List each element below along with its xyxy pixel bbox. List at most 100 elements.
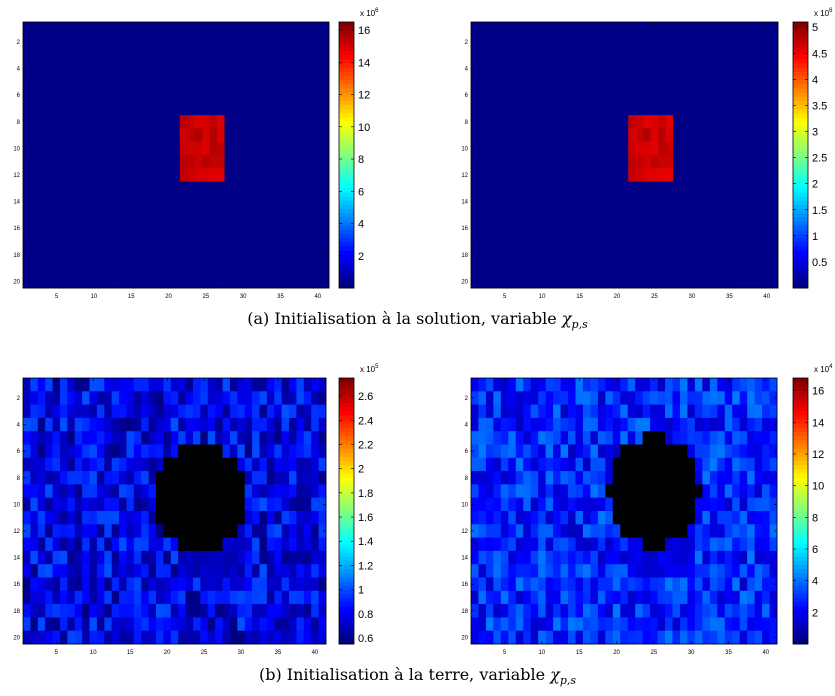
- colorbar-segment: [339, 30, 354, 35]
- heatmap-cell: [67, 35, 76, 49]
- heatmap-cell: [231, 194, 240, 209]
- heatmap-cell: [724, 604, 733, 618]
- heatmap-cell: [178, 404, 186, 419]
- heatmap-cell: [229, 497, 238, 512]
- heatmap-cell: [172, 115, 181, 129]
- heatmap-cell: [37, 471, 46, 485]
- heatmap-cell: [157, 48, 166, 63]
- heatmap-cell: [170, 590, 179, 605]
- heatmap-cell: [217, 141, 225, 156]
- heatmap-cell: [119, 404, 127, 419]
- heatmap-cell: [133, 497, 142, 512]
- heatmap-cell: [252, 457, 260, 472]
- colorbar-segment: [793, 196, 808, 202]
- heatmap-cell: [657, 391, 666, 405]
- heatmap-cell: [60, 128, 69, 143]
- heatmap-cell: [650, 248, 659, 262]
- x-tick-label: 5: [55, 294, 59, 300]
- heatmap-cell: [635, 577, 644, 592]
- heatmap-cell: [500, 168, 509, 182]
- heatmap-cell: [314, 208, 322, 222]
- heatmap-cell: [23, 128, 31, 143]
- colorbar-segment: [793, 469, 808, 475]
- heatmap-cell: [276, 22, 285, 36]
- heatmap-cell: [67, 248, 76, 262]
- heatmap-cell: [60, 168, 69, 182]
- heatmap-cell: [239, 75, 248, 89]
- heatmap-cell: [665, 221, 674, 236]
- heatmap-cell: [575, 484, 584, 499]
- heatmap-cell: [687, 457, 696, 472]
- heatmap-cell: [643, 128, 652, 143]
- heatmap-cell: [515, 248, 524, 262]
- heatmap-cell: [284, 181, 293, 196]
- heatmap-cell: [694, 391, 703, 405]
- heatmap-cell: [289, 431, 297, 445]
- heatmap-cell: [179, 168, 188, 182]
- heatmap-cell: [30, 128, 39, 143]
- heatmap-cell: [97, 115, 106, 129]
- heatmap-cell: [680, 155, 689, 169]
- heatmap-cell: [259, 404, 268, 419]
- heatmap-cell: [694, 378, 703, 392]
- heatmap-cell: [471, 511, 479, 525]
- heatmap-cell: [679, 404, 688, 419]
- heatmap-cell: [598, 101, 607, 116]
- heatmap-cell: [471, 617, 479, 632]
- heatmap-cell: [538, 471, 547, 485]
- heatmap-cell: [90, 221, 99, 236]
- heatmap-cell: [37, 128, 46, 143]
- heatmap-cell: [164, 75, 173, 89]
- heatmap-cell: [485, 115, 494, 129]
- heatmap-cell: [45, 208, 54, 222]
- heatmap-cell: [582, 404, 591, 419]
- heatmap-cell: [500, 274, 509, 289]
- heatmap-cell: [170, 630, 179, 645]
- heatmap-cell: [23, 261, 31, 276]
- heatmap-cell: [239, 35, 248, 49]
- heatmap-cell: [733, 261, 741, 276]
- heatmap-cell: [266, 391, 275, 405]
- heatmap-cell: [96, 391, 105, 405]
- heatmap-cell: [703, 141, 712, 156]
- heatmap-cell: [493, 274, 502, 289]
- heatmap-cell: [545, 101, 554, 116]
- heatmap-cell: [545, 444, 554, 459]
- heatmap-cell: [224, 168, 233, 182]
- heatmap-cell: [289, 471, 297, 485]
- heatmap-cell: [192, 524, 201, 538]
- colorbar: 0.511.522.533.544.55x 106: [792, 8, 833, 289]
- heatmap-cell: [37, 511, 46, 525]
- heatmap-cell: [111, 378, 120, 392]
- heatmap-cell: [560, 511, 569, 525]
- heatmap-cell: [284, 115, 293, 129]
- heatmap-cell: [627, 457, 636, 472]
- heatmap-cell: [724, 444, 733, 459]
- heatmap-cell: [231, 128, 240, 143]
- colorbar-segment: [793, 67, 808, 73]
- heatmap-cell: [97, 221, 106, 236]
- heatmap-cell: [628, 168, 637, 182]
- heatmap-cell: [266, 444, 275, 459]
- heatmap-cell: [163, 550, 172, 565]
- heatmap-cell: [590, 261, 599, 276]
- heatmap-cell: [229, 617, 238, 632]
- colorbar-segment: [793, 581, 808, 587]
- heatmap-cell: [97, 261, 106, 276]
- heatmap-cell: [207, 404, 216, 419]
- heatmap-cell: [96, 378, 105, 392]
- heatmap-cell: [755, 234, 764, 249]
- heatmap-cell: [658, 101, 667, 116]
- heatmap-cell: [276, 274, 285, 289]
- y-tick-label: 10: [13, 146, 20, 152]
- heatmap-cell: [575, 168, 584, 182]
- heatmap-cell: [172, 181, 181, 196]
- heatmap-cell: [718, 48, 726, 63]
- heatmap-cell: [149, 181, 158, 196]
- heatmap-cell: [164, 248, 173, 262]
- heatmap-cell: [142, 88, 151, 103]
- heatmap-cell: [164, 115, 173, 129]
- heatmap-cell: [269, 248, 278, 262]
- heatmap-cell: [60, 181, 69, 196]
- heatmap-cell: [733, 75, 741, 89]
